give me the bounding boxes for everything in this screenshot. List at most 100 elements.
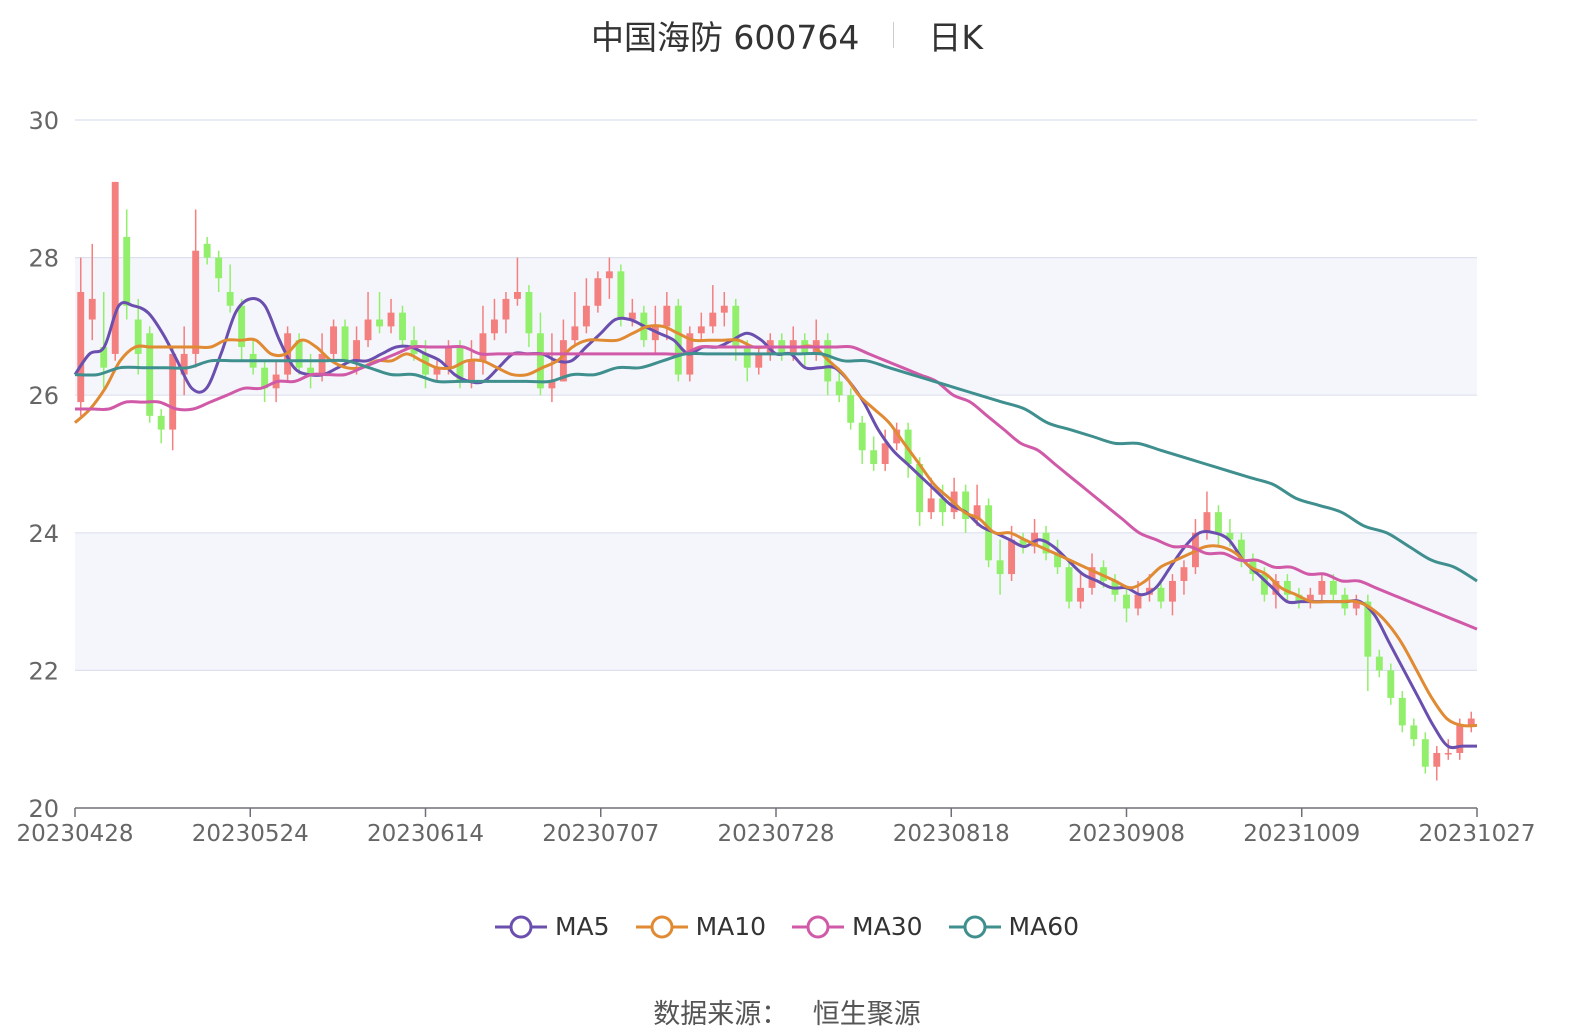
candle-body <box>1352 601 1360 609</box>
candle <box>732 298 740 361</box>
x-tick-label: 20231027 <box>1418 821 1535 847</box>
candle-body <box>203 243 211 258</box>
candle-body <box>513 292 521 299</box>
candle-body <box>1019 539 1027 547</box>
candle-body <box>1054 553 1061 568</box>
candle <box>1421 732 1429 774</box>
period-label[interactable]: 日K <box>928 18 984 57</box>
candle <box>950 477 958 520</box>
candle-body <box>1169 580 1176 602</box>
candle-body <box>962 491 970 520</box>
candle-body <box>318 353 326 375</box>
candle <box>1054 539 1061 575</box>
candle <box>399 305 406 348</box>
candle-body <box>582 305 590 327</box>
x-tick-label: 20230614 <box>367 821 484 847</box>
candle <box>1467 711 1475 733</box>
candle <box>1444 739 1452 760</box>
candle-body <box>1283 580 1291 595</box>
candle-body <box>502 298 510 320</box>
candle-body <box>180 353 188 375</box>
candle-body <box>1008 539 1016 575</box>
candle-body <box>720 305 728 313</box>
candle <box>594 271 602 313</box>
candle-body <box>1398 697 1406 726</box>
candle-body <box>1214 512 1222 533</box>
candle-body <box>835 381 843 396</box>
candle-body <box>1237 539 1245 561</box>
candle-body <box>1065 567 1073 602</box>
candle <box>663 292 671 341</box>
candle-body <box>157 415 165 430</box>
legend-label: MA30 <box>852 912 923 941</box>
legend-item-ma5[interactable]: MA5 <box>494 912 610 941</box>
candle-body <box>743 347 751 368</box>
x-tick-label: 20230524 <box>192 821 309 847</box>
candle-body <box>617 271 625 320</box>
candle-body <box>226 292 234 306</box>
candle <box>134 298 142 375</box>
candle <box>1214 505 1222 547</box>
source-label: 数据来源： <box>653 999 789 1030</box>
candle <box>1008 525 1016 581</box>
candle <box>571 292 579 348</box>
candle <box>330 319 338 361</box>
legend-marker-icon <box>494 915 547 938</box>
candle-body <box>594 278 602 306</box>
candle <box>962 484 970 533</box>
candle <box>169 347 177 451</box>
candle-body <box>261 367 269 389</box>
x-tick-label: 20231009 <box>1243 821 1360 847</box>
candle-body <box>628 312 636 320</box>
candle <box>916 457 924 526</box>
title-separator <box>893 22 895 48</box>
y-tick-label: 26 <box>28 382 59 410</box>
candle <box>1410 718 1418 747</box>
stock-name-title: 中国海防 600764 <box>590 18 860 57</box>
candle <box>261 360 269 403</box>
candle <box>502 292 510 334</box>
candle-body <box>491 319 498 334</box>
candle-body <box>433 367 441 375</box>
candle <box>755 347 763 375</box>
candle-body <box>1203 512 1211 533</box>
y-tick-label: 24 <box>28 520 59 548</box>
candle-body <box>1077 587 1084 602</box>
x-axis: 20230428 20230524 20230614 20230707 20230728… <box>16 807 1536 847</box>
candle-body <box>100 347 108 368</box>
candle <box>1180 560 1188 595</box>
candle-body <box>169 353 177 430</box>
candle-body <box>709 312 717 327</box>
candle <box>674 298 682 382</box>
candle <box>858 415 866 464</box>
candle-body <box>1421 739 1429 767</box>
candle <box>226 264 234 313</box>
legend-item-ma10[interactable]: MA10 <box>635 912 766 941</box>
legend-item-ma60[interactable]: MA60 <box>948 912 1079 941</box>
candle-body <box>1134 594 1142 609</box>
candle-body <box>651 326 659 341</box>
candle-body <box>536 333 544 389</box>
candle-body <box>1329 580 1337 595</box>
legend: MA5 MA10 MA30 MA60 <box>0 912 1574 941</box>
candle-body <box>215 257 223 279</box>
candle <box>364 292 372 348</box>
candle-body <box>1272 580 1280 595</box>
y-tick-label: 30 <box>28 107 59 135</box>
candle-body <box>387 312 395 327</box>
ma-line-ma30 <box>75 345 1478 631</box>
candle-body <box>1157 587 1165 602</box>
candle <box>548 333 556 403</box>
legend-marker-icon <box>792 915 845 938</box>
legend-item-ma30[interactable]: MA30 <box>792 912 923 941</box>
candle <box>513 257 521 306</box>
candle <box>491 298 498 341</box>
y-tick-label: 28 <box>28 245 59 273</box>
candle <box>111 181 119 361</box>
candle <box>605 257 613 299</box>
candle <box>1387 663 1395 705</box>
candle <box>1283 574 1291 602</box>
candle <box>203 236 211 265</box>
candle <box>881 429 889 471</box>
candle <box>1352 594 1360 616</box>
